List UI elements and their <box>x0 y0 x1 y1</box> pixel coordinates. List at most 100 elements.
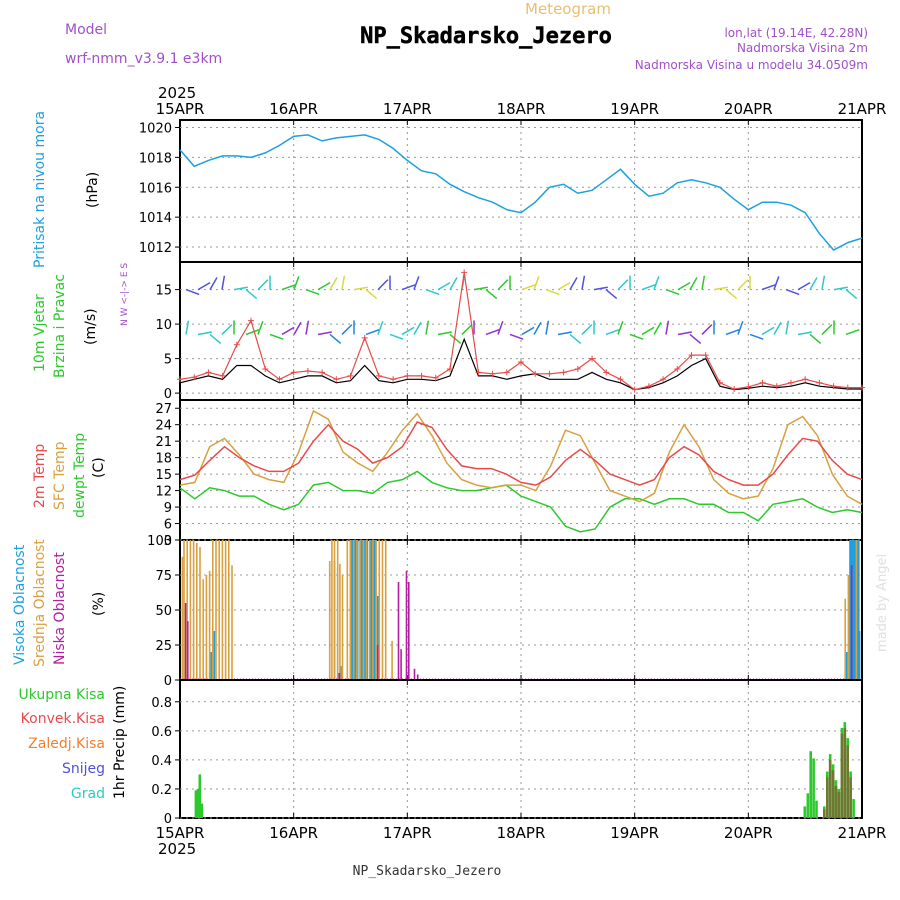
conv-precip-bar <box>823 809 826 818</box>
wind-arrow <box>233 286 248 291</box>
total-precip-bar <box>196 788 200 818</box>
mid-cloud-bar <box>221 540 224 680</box>
wind-arrow <box>425 320 430 335</box>
mid-cloud-bar <box>205 575 208 680</box>
mid-cloud-bar <box>328 561 331 680</box>
wind-arrow <box>701 324 713 335</box>
low-cloud-bar <box>338 673 341 680</box>
precip-legend-hail: Grad <box>71 786 105 802</box>
low-cloud-bar <box>405 570 408 680</box>
elevation: Nadmorska Visina 2m <box>737 41 868 55</box>
wind-arrow <box>641 284 656 291</box>
wind-arrow <box>689 277 698 290</box>
wind-speed-marker <box>759 379 766 386</box>
y-tick-label: 100 <box>147 534 172 549</box>
day-labels-bottom: 15APR 16APR 17APR 18APR 19APR 20APR 21APR <box>156 824 887 842</box>
wind-arrow <box>245 328 260 336</box>
low-cloud-bar <box>376 645 379 680</box>
day-label-top: 20APR <box>724 100 773 118</box>
wind-arrow <box>221 275 226 290</box>
wind-arrow <box>413 276 420 290</box>
wind-speed-marker <box>745 383 752 390</box>
y-tick-label: 1014 <box>139 211 172 226</box>
wind-arrow <box>617 321 624 335</box>
wind-arrow <box>809 333 822 344</box>
wind-speed-marker <box>603 369 610 376</box>
mid-cloud-bar <box>333 540 336 680</box>
mid-cloud-bar <box>196 542 198 680</box>
high-cloud-bar <box>846 652 848 680</box>
wind-arrow <box>317 281 331 291</box>
mid-cloud-bar <box>391 640 393 680</box>
wind-arrow <box>641 326 655 336</box>
day-label-top: 15APR <box>156 100 205 118</box>
y-tick-label: 0 <box>164 387 172 402</box>
high-cloud-bar <box>340 666 342 680</box>
cloud-ylabel-mid: Srednja Oblacnost <box>32 539 48 667</box>
wind-arrow <box>449 277 458 290</box>
mid-cloud-bar <box>359 540 361 680</box>
wind-speed-marker <box>574 365 581 372</box>
precip-legend-snow: Snijeg <box>62 761 105 777</box>
y-tick-label: 0 <box>164 674 172 689</box>
total-precip-bar <box>852 799 855 818</box>
wind-arrow <box>761 326 775 336</box>
wind-speed-marker <box>731 385 738 392</box>
wind-arrow <box>665 288 680 296</box>
mid-cloud-bar <box>339 563 341 680</box>
high-cloud-bar <box>858 631 861 680</box>
y-tick-label: 27 <box>155 402 172 417</box>
wind-arrow <box>809 277 818 290</box>
wind-arrow <box>509 333 524 340</box>
conv-precip-bar <box>831 770 835 818</box>
wind-speed-marker <box>773 383 780 390</box>
wind-arrow <box>737 279 749 291</box>
wind-speed-marker <box>617 376 624 383</box>
wind-arrow <box>557 331 572 336</box>
wind-arrow <box>341 324 353 335</box>
wind-arrow <box>701 275 706 290</box>
wind-speed-marker <box>560 369 567 376</box>
low-cloud-bar <box>184 603 187 680</box>
temp-ylabel-dew: dewpt Temp <box>72 433 88 518</box>
mid-cloud-bar <box>331 540 333 680</box>
wind-speed-marker <box>248 317 255 324</box>
wind-speed-marker <box>816 379 823 386</box>
wind-arrow <box>629 333 644 340</box>
wind-arrow <box>377 321 384 335</box>
wind-arrow <box>605 328 620 336</box>
high-cloud-bar <box>368 540 373 680</box>
wind-speed-marker <box>418 372 425 379</box>
wind-arrow <box>449 333 462 344</box>
day-label-bottom: 15APR <box>156 824 205 842</box>
wind-arrow <box>461 324 473 335</box>
mid-cloud-bar <box>356 540 358 680</box>
conv-precip-bar <box>840 733 844 818</box>
pressure-line <box>179 134 863 251</box>
precip-legend-total: Ukupna Kisa <box>18 687 105 703</box>
mid-cloud-bar <box>199 547 201 680</box>
high-cloud-bar <box>852 540 857 680</box>
model-label: Model <box>65 22 107 38</box>
mid-cloud-bar <box>365 540 368 680</box>
low-cloud-bar <box>400 649 402 680</box>
y-tick-label: 0.8 <box>151 696 172 711</box>
wind-speed-marker <box>702 352 709 359</box>
wind-arrow <box>281 326 295 336</box>
wind-speed-marker <box>233 341 240 348</box>
wind-arrow <box>737 321 744 335</box>
conv-precip-bar <box>828 759 832 818</box>
wind-speed-marker <box>390 376 397 383</box>
temp-ylabel-2m: 2m Temp <box>32 444 48 508</box>
mid-cloud-bar <box>192 540 195 680</box>
high-cloud-bar <box>372 540 377 680</box>
wind-ylabel: 10m Vjetar <box>32 294 48 372</box>
wind-arrow <box>485 328 500 336</box>
wind-arrow <box>413 321 422 335</box>
total-precip-bar <box>803 806 807 818</box>
wind-speed-marker <box>802 376 809 383</box>
wind-arrow <box>185 288 200 296</box>
station-title: NP_Skadarsko_Jezero <box>360 24 612 49</box>
sfc-temp-line <box>179 409 863 505</box>
y-tick-label: 1018 <box>139 151 172 166</box>
